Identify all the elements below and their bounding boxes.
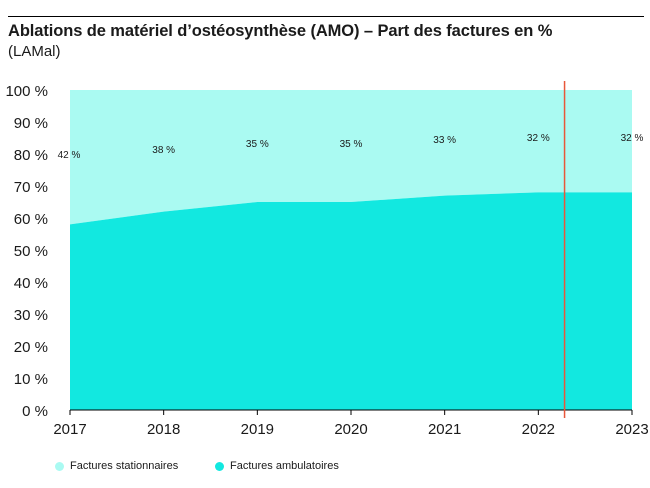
x-tick-label: 2019: [241, 421, 274, 438]
legend-label-ambulatoires: Factures ambulatoires: [230, 460, 339, 472]
x-tick-label: 2017: [53, 421, 86, 438]
legend-swatch-stationnaires: [55, 461, 64, 471]
data-label: 32 %: [621, 133, 644, 144]
y-tick-label: 60 %: [14, 211, 48, 228]
y-tick-label: 20 %: [14, 339, 48, 356]
data-label: 35 %: [340, 139, 363, 150]
area-chart: 0 % 10 % 20 % 30 % 40 % 50 % 60 % 70 % 80 % 90 % 1…: [5, 81, 649, 438]
x-tick-label: 2021: [428, 421, 461, 438]
x-tick-label: 2022: [522, 421, 555, 438]
top-rule: [8, 16, 644, 17]
y-tick-label: 70 %: [14, 179, 48, 196]
data-label: 38 %: [152, 145, 175, 156]
y-tick-label: 90 %: [14, 115, 48, 132]
y-tick-label: 50 %: [14, 243, 48, 260]
area-stationnaires: [70, 90, 632, 225]
legend-item-stationnaires: Factures stationnaires: [55, 460, 178, 472]
y-tick-label: 100 %: [5, 83, 48, 100]
y-tick-label: 30 %: [14, 307, 48, 324]
legend-label-stationnaires: Factures stationnaires: [70, 460, 179, 472]
y-tick-label: 40 %: [14, 275, 48, 292]
y-tick-label: 10 %: [14, 371, 48, 388]
x-tick-label: 2018: [147, 421, 180, 438]
legend-item-ambulatoires: Factures ambulatoires: [215, 460, 339, 472]
legend-swatch-ambulatoires: [215, 461, 224, 471]
data-label: 33 %: [433, 135, 456, 146]
area-ambulatoires: [70, 192, 632, 410]
legend: Factures stationnaires Factures ambulato…: [0, 460, 650, 476]
chart-title: Ablations de matériel d’ostéosynthèse (A…: [8, 22, 553, 40]
x-tick-label: 2020: [334, 421, 367, 438]
data-label: 35 %: [246, 139, 269, 150]
chart-subtitle: (LAMal): [8, 43, 61, 60]
y-tick-label: 0 %: [22, 403, 48, 420]
x-tick-label: 2023: [615, 421, 648, 438]
y-tick-label: 80 %: [14, 147, 48, 164]
data-label: 42 %: [58, 150, 81, 161]
data-label: 32 %: [527, 133, 550, 144]
